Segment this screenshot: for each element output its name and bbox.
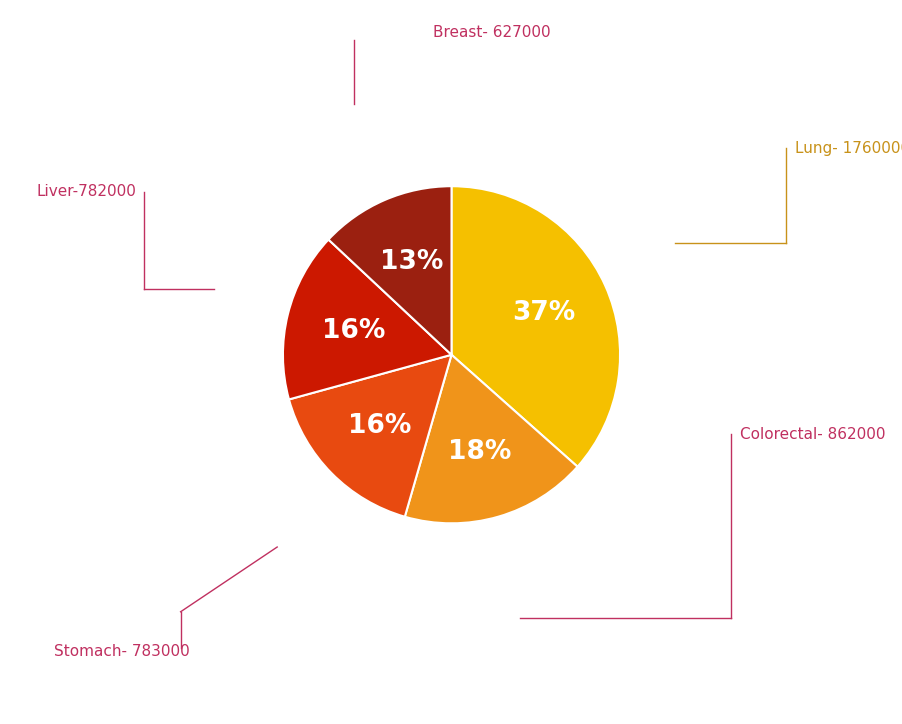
Text: 37%: 37% bbox=[511, 300, 575, 327]
Wedge shape bbox=[404, 355, 577, 523]
Wedge shape bbox=[282, 240, 451, 400]
Text: 18%: 18% bbox=[447, 439, 511, 465]
Wedge shape bbox=[451, 186, 620, 467]
Text: Breast- 627000: Breast- 627000 bbox=[433, 25, 550, 40]
Text: Stomach- 783000: Stomach- 783000 bbox=[54, 644, 189, 659]
Wedge shape bbox=[289, 355, 451, 517]
Text: Global cancer mortality numbers: Global cancer mortality numbers bbox=[280, 662, 640, 681]
Text: Liver-782000: Liver-782000 bbox=[36, 185, 136, 199]
Wedge shape bbox=[328, 186, 451, 355]
Text: 16%: 16% bbox=[321, 318, 384, 343]
Text: Colorectal- 862000: Colorectal- 862000 bbox=[740, 427, 885, 442]
Text: 13%: 13% bbox=[379, 249, 443, 275]
Text: 16%: 16% bbox=[347, 413, 410, 439]
Text: Lung- 1760000: Lung- 1760000 bbox=[794, 141, 902, 156]
